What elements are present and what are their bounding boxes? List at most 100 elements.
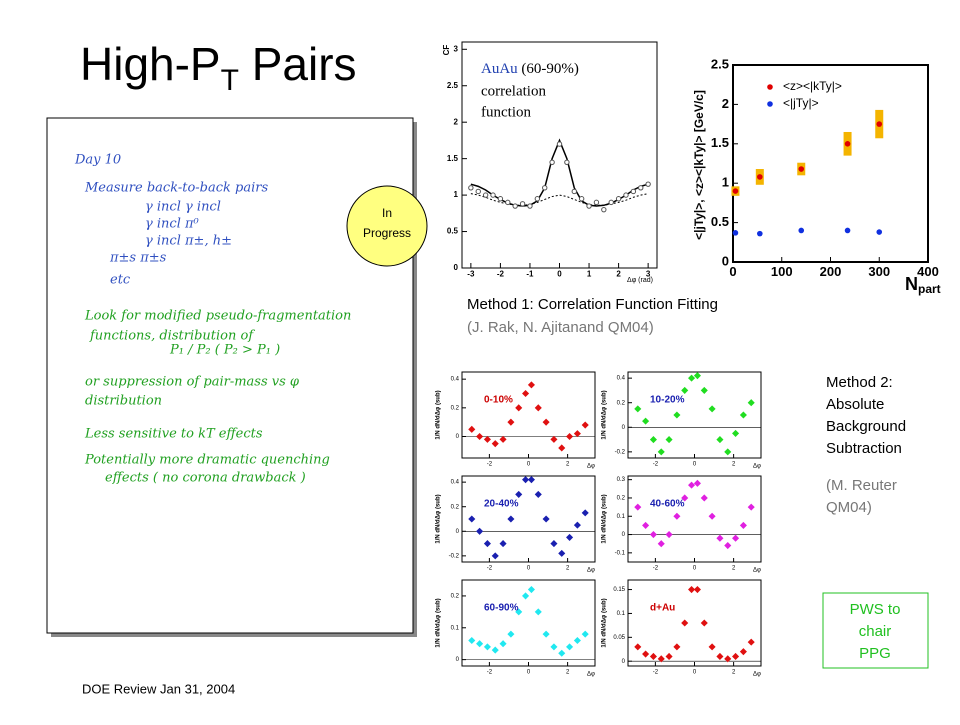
y-tick-label: 0: [622, 659, 626, 665]
data-point: [623, 192, 629, 198]
data-point: [527, 381, 535, 389]
x-axis-label: Npart: [905, 274, 941, 296]
data-point: [542, 630, 550, 638]
y-tick-label: 1.5: [711, 135, 729, 150]
note-line: or suppression of pair-mass vs φ: [85, 375, 300, 390]
data-point: [542, 185, 548, 191]
panel-frame: [461, 475, 596, 563]
y-tick-label: 0.2: [451, 504, 460, 510]
data-point: [747, 503, 755, 511]
data-point: [757, 230, 763, 237]
x-axis-label: Δφ: [753, 464, 761, 470]
x-tick-label: 2: [732, 670, 736, 676]
y-axis-label: 1/N dN/dΔφ (sub): [602, 494, 608, 543]
data-point: [601, 206, 607, 213]
note-line: Day 10: [74, 153, 121, 168]
y-tick-label: 0: [722, 253, 729, 268]
data-point: [527, 476, 535, 484]
data-point: [700, 494, 708, 502]
note-line: π±s π±s: [109, 251, 167, 266]
callout-box: [822, 592, 929, 669]
data-point: [681, 494, 689, 502]
data-point: [549, 159, 555, 165]
x-label-sub: part: [918, 282, 941, 296]
data-point: [681, 619, 689, 627]
data-point: [476, 640, 484, 648]
data-point: [476, 527, 484, 535]
data-point: [649, 652, 657, 660]
y-tick-label: 0.4: [451, 377, 460, 383]
data-point: [642, 521, 650, 529]
y-tick-label: 3: [454, 44, 459, 53]
data-point: [507, 630, 515, 638]
data-point: [581, 421, 589, 429]
y-tick-label: 0.3: [617, 477, 626, 483]
x-tick-label: 100: [771, 264, 793, 279]
data-point: [673, 512, 681, 520]
y-axis-label: 1/N dN/dΔφ (sub): [602, 598, 608, 647]
data-point: [550, 643, 558, 651]
x-axis-label: Δφ (rad): [627, 277, 653, 284]
x-tick-label: 200: [820, 264, 842, 279]
data-point: [739, 648, 747, 656]
data-point: [475, 188, 481, 195]
x-axis-label: Δφ: [753, 568, 761, 574]
y-tick-label: 0.2: [617, 400, 626, 406]
y-tick-label: 0.1: [451, 625, 460, 631]
data-point: [586, 203, 592, 209]
data-point: [649, 436, 657, 444]
data-point: [512, 203, 518, 209]
note-line: effects ( no corona drawback ): [105, 471, 306, 486]
panel-frame: [461, 579, 596, 667]
y-axis-label: 1/N dN/dΔφ (sub): [436, 390, 442, 439]
y-tick-label: -0.2: [449, 553, 460, 559]
data-point: [608, 199, 614, 206]
y-tick-label: 0.4: [451, 480, 460, 486]
x-tick-label: 2: [566, 566, 570, 572]
data-point: [638, 185, 644, 191]
note-line: Look for modified pseudo-fragmentation: [84, 309, 351, 324]
data-point: [642, 650, 650, 658]
data-point: [522, 389, 530, 398]
data-point: [630, 188, 637, 195]
note-line: γ incl π±, h±: [145, 234, 232, 249]
data-point: [724, 448, 732, 456]
x-tick-label: 2: [732, 462, 736, 468]
y-axis-label: CF: [442, 45, 451, 56]
data-point: [534, 608, 542, 616]
data-point: [693, 479, 701, 487]
data-point: [483, 643, 491, 651]
x-tick-label: -2: [487, 670, 493, 676]
x-tick-label: 0: [693, 462, 697, 468]
data-point: [665, 652, 673, 660]
note-line: Potentially more dramatic quenching: [84, 453, 330, 468]
data-point: [657, 540, 665, 548]
x-tick-label: 0: [693, 566, 697, 572]
x-tick-label: -2: [653, 566, 659, 572]
note-line: γ incl π⁰: [145, 217, 200, 232]
annotation-rest: (60-90%): [518, 61, 579, 77]
data-point: [534, 196, 541, 202]
data-point: [747, 638, 755, 646]
x-tick-label: 400: [917, 264, 939, 279]
data-point: [558, 549, 566, 557]
data-point: [507, 418, 515, 426]
x-tick-label: 2: [566, 462, 570, 468]
data-point: [556, 141, 563, 147]
data-point: [483, 540, 491, 548]
x-tick-label: -2: [497, 270, 505, 279]
method2-line: Method 2:: [826, 374, 893, 391]
method1-title: Method 1: Correlation Function Fitting: [467, 296, 718, 313]
data-point: [519, 201, 526, 207]
legend-label: <|jTy|>: [783, 96, 819, 110]
data-point: [693, 586, 701, 594]
title-rest: Pairs: [239, 38, 357, 90]
data-point: [550, 435, 558, 443]
data-point: [724, 541, 732, 550]
panel-label: d+Au: [650, 603, 675, 614]
x-label-main: N: [905, 274, 918, 294]
panel-label: 20-40%: [484, 499, 519, 510]
data-point: [534, 404, 542, 412]
notebook-page: [46, 117, 414, 634]
